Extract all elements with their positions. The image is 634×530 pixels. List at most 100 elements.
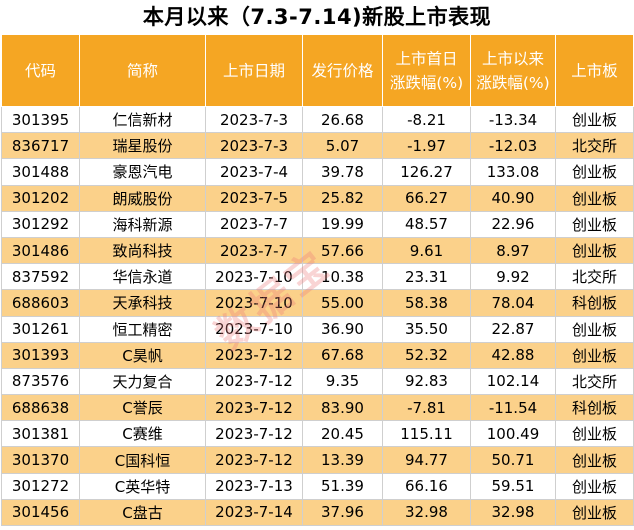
cell-name: 致尚科技 xyxy=(79,236,206,265)
header-listing-date: 上市日期 xyxy=(205,34,303,107)
cell-code: 301393 xyxy=(1,341,80,369)
cell-since-listing-change: 50.71 xyxy=(470,446,556,474)
cell-code: 301272 xyxy=(1,472,80,500)
table-title: 本月以来（7.3-7.14)新股上市表现 xyxy=(142,5,492,29)
cell-issue-price: 19.99 xyxy=(302,210,383,238)
cell-listing-date: 2023-7-3 xyxy=(205,105,303,134)
table-row: 873576 天力复合 2023-7-12 9.35 92.83 102.14 北交所 xyxy=(1,367,634,396)
cell-board: 北交所 xyxy=(555,263,634,291)
cell-since-listing-change: 22.87 xyxy=(470,315,556,343)
cell-listing-date: 2023-7-14 xyxy=(205,498,303,527)
cell-issue-price: 36.90 xyxy=(302,315,383,343)
cell-since-listing-change: -11.54 xyxy=(470,394,556,422)
cell-name: 恒工精密 xyxy=(79,315,206,343)
cell-issue-price: 83.90 xyxy=(302,394,383,422)
cell-code: 301381 xyxy=(1,420,80,448)
cell-code: 873576 xyxy=(1,367,80,396)
cell-board: 创业板 xyxy=(555,446,634,474)
cell-since-listing-change: 100.49 xyxy=(470,420,556,448)
cell-listing-date: 2023-7-5 xyxy=(205,184,303,212)
cell-name: 天承科技 xyxy=(79,289,206,317)
cell-first-day-change: 66.27 xyxy=(382,184,471,212)
cell-listing-date: 2023-7-10 xyxy=(205,315,303,343)
new-stock-table: 代码 简称 上市日期 发行价格 上市首日 涨跌幅(%) 上市以来 涨跌幅(%) … xyxy=(1,34,634,527)
cell-issue-price: 37.96 xyxy=(302,498,383,527)
cell-since-listing-change: -13.34 xyxy=(470,105,556,134)
header-first-day-change: 上市首日 涨跌幅(%) xyxy=(382,34,471,107)
cell-code: 301488 xyxy=(1,158,80,186)
table-row: 301395 仁信新材 2023-7-3 26.68 -8.21 -13.34 创业板 xyxy=(1,105,634,134)
cell-issue-price: 5.07 xyxy=(302,132,383,160)
table-row: 837592 华信永道 2023-7-10 10.38 23.31 9.92 北交所 xyxy=(1,263,634,291)
cell-board: 创业板 xyxy=(555,498,634,527)
table-row: 301261 恒工精密 2023-7-10 36.90 35.50 22.87 创业板 xyxy=(1,315,634,343)
cell-board: 创业板 xyxy=(555,315,634,343)
cell-listing-date: 2023-7-7 xyxy=(205,210,303,238)
cell-code: 301456 xyxy=(1,498,80,527)
cell-issue-price: 55.00 xyxy=(302,289,383,317)
cell-name: C昊帆 xyxy=(79,341,206,369)
header-board: 上市板 xyxy=(555,34,634,107)
cell-name: C英华特 xyxy=(79,472,206,500)
cell-since-listing-change: 9.92 xyxy=(470,263,556,291)
cell-code: 688603 xyxy=(1,289,80,317)
cell-since-listing-change: 8.97 xyxy=(470,236,556,265)
cell-board: 北交所 xyxy=(555,367,634,396)
table-row: 301488 豪恩汽电 2023-7-4 39.78 126.27 133.08 创业板 xyxy=(1,158,634,186)
cell-issue-price: 67.68 xyxy=(302,341,383,369)
cell-issue-price: 26.68 xyxy=(302,105,383,134)
cell-code: 301261 xyxy=(1,315,80,343)
cell-name: C盘古 xyxy=(79,498,206,527)
cell-listing-date: 2023-7-12 xyxy=(205,420,303,448)
cell-first-day-change: 126.27 xyxy=(382,158,471,186)
cell-first-day-change: 35.50 xyxy=(382,315,471,343)
header-issue-price: 发行价格 xyxy=(302,34,383,107)
cell-since-listing-change: 32.98 xyxy=(470,498,556,527)
table-row: 301272 C英华特 2023-7-13 51.39 66.16 59.51 创业板 xyxy=(1,472,634,500)
cell-listing-date: 2023-7-12 xyxy=(205,446,303,474)
cell-issue-price: 51.39 xyxy=(302,472,383,500)
cell-first-day-change: 48.57 xyxy=(382,210,471,238)
cell-name: C赛维 xyxy=(79,420,206,448)
cell-issue-price: 13.39 xyxy=(302,446,383,474)
cell-first-day-change: 92.83 xyxy=(382,367,471,396)
cell-board: 创业板 xyxy=(555,420,634,448)
cell-issue-price: 25.82 xyxy=(302,184,383,212)
table-row: 301393 C昊帆 2023-7-12 67.68 52.32 42.88 创业板 xyxy=(1,341,634,369)
cell-code: 301395 xyxy=(1,105,80,134)
table-row: 301486 致尚科技 2023-7-7 57.66 9.61 8.97 创业板 xyxy=(1,236,634,265)
cell-listing-date: 2023-7-12 xyxy=(205,367,303,396)
table-row: 301381 C赛维 2023-7-12 20.45 115.11 100.49 创业板 xyxy=(1,420,634,448)
header-code: 代码 xyxy=(1,34,80,107)
table-row: 688603 天承科技 2023-7-10 55.00 58.38 78.04 科创板 xyxy=(1,289,634,317)
cell-first-day-change: -8.21 xyxy=(382,105,471,134)
cell-since-listing-change: 78.04 xyxy=(470,289,556,317)
cell-first-day-change: 32.98 xyxy=(382,498,471,527)
cell-first-day-change: -7.81 xyxy=(382,394,471,422)
table-row: 688638 C誉辰 2023-7-12 83.90 -7.81 -11.54 科创板 xyxy=(1,394,634,422)
cell-code: 837592 xyxy=(1,263,80,291)
cell-first-day-change: -1.97 xyxy=(382,132,471,160)
cell-name: C誉辰 xyxy=(79,394,206,422)
cell-listing-date: 2023-7-3 xyxy=(205,132,303,160)
cell-code: 301370 xyxy=(1,446,80,474)
cell-board: 创业板 xyxy=(555,210,634,238)
cell-issue-price: 9.35 xyxy=(302,367,383,396)
cell-since-listing-change: 42.88 xyxy=(470,341,556,369)
table-row: 301456 C盘古 2023-7-14 37.96 32.98 32.98 创业板 xyxy=(1,498,634,527)
header-name: 简称 xyxy=(79,34,206,107)
cell-name: 朗威股份 xyxy=(79,184,206,212)
cell-since-listing-change: 22.96 xyxy=(470,210,556,238)
cell-since-listing-change: -12.03 xyxy=(470,132,556,160)
cell-board: 科创板 xyxy=(555,394,634,422)
cell-code: 301202 xyxy=(1,184,80,212)
cell-name: 豪恩汽电 xyxy=(79,158,206,186)
cell-board: 创业板 xyxy=(555,236,634,265)
cell-since-listing-change: 40.90 xyxy=(470,184,556,212)
table-row: 301370 C国科恒 2023-7-12 13.39 94.77 50.71 创业板 xyxy=(1,446,634,474)
cell-code: 301486 xyxy=(1,236,80,265)
cell-board: 创业板 xyxy=(555,184,634,212)
cell-first-day-change: 94.77 xyxy=(382,446,471,474)
table-body: 301395 仁信新材 2023-7-3 26.68 -8.21 -13.34 创业板 836… xyxy=(1,105,634,527)
cell-first-day-change: 23.31 xyxy=(382,263,471,291)
